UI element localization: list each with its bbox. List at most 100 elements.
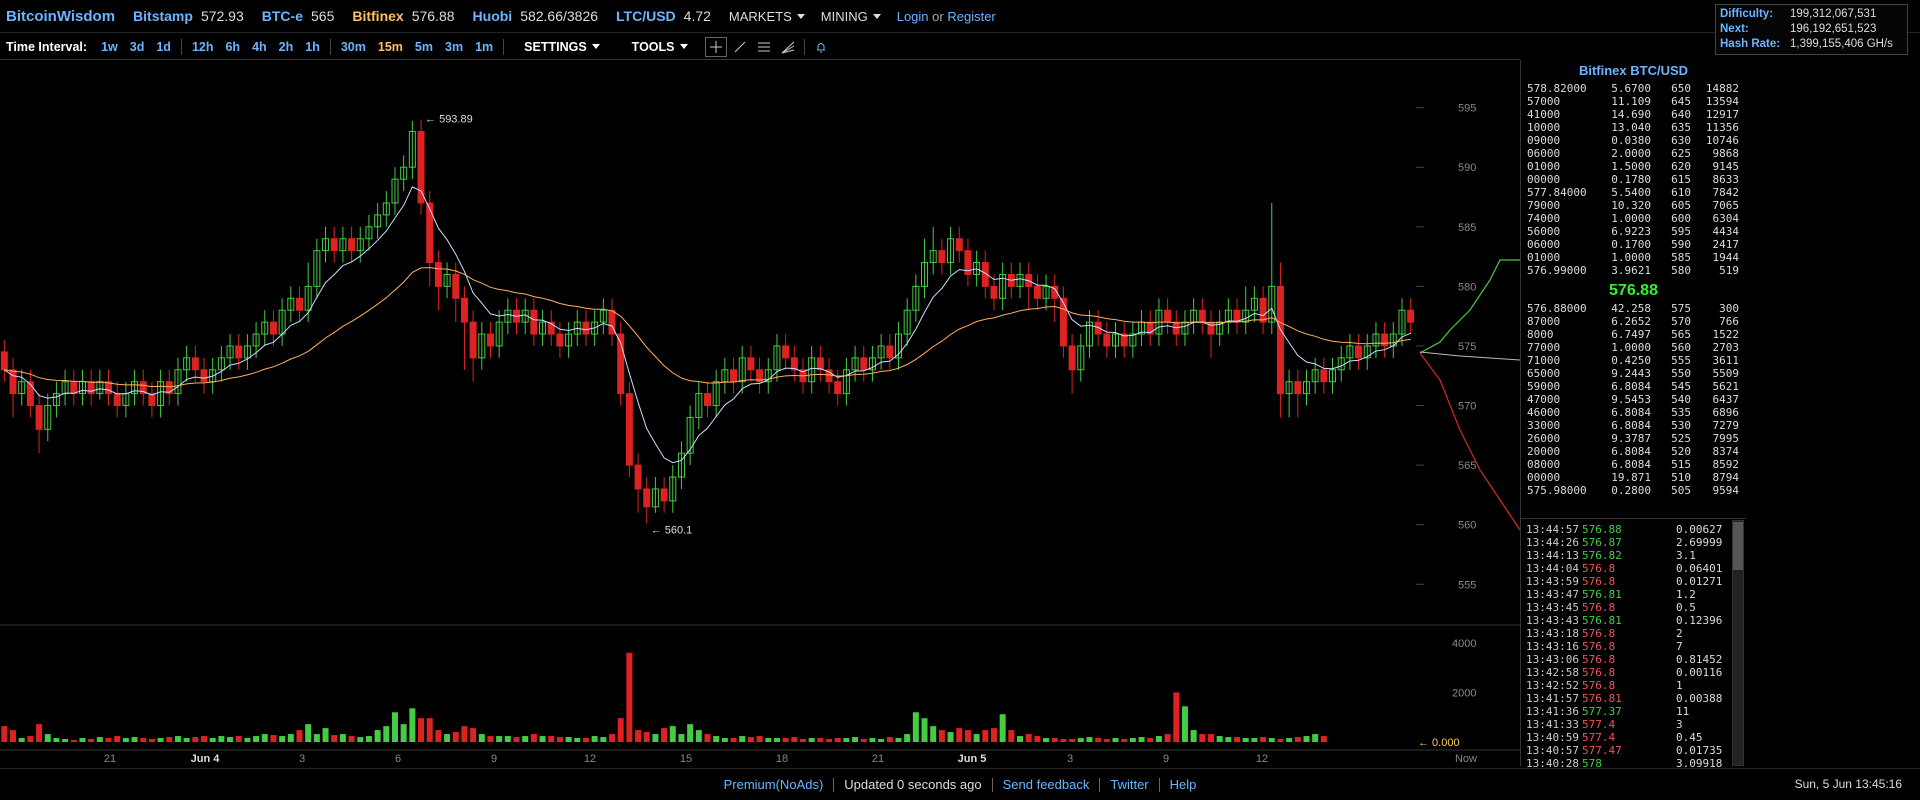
order-price: 575.98000 [1527, 484, 1587, 497]
order-sum: 519 [1719, 264, 1739, 277]
candle-body [131, 381, 139, 395]
order-row[interactable]: 08000 6.8084 515 8592 [1521, 458, 1746, 471]
divider [180, 38, 182, 55]
order-price: 59000 [1527, 380, 1561, 393]
login-link[interactable]: Login [896, 8, 929, 24]
interval-12h[interactable]: 12h [191, 39, 214, 54]
order-row[interactable]: 77000 1.0000 560 2703 [1521, 341, 1746, 354]
feedback-link[interactable]: Send feedback [1002, 777, 1090, 792]
divider [503, 38, 505, 55]
candle-body [217, 357, 225, 371]
markets-menu[interactable]: MARKETS [729, 9, 805, 24]
volume-bar [713, 736, 720, 742]
interval-6h[interactable]: 6h [225, 39, 241, 54]
trades-scrollbar-thumb[interactable] [1733, 522, 1743, 570]
interval-1h[interactable]: 1h [305, 39, 320, 54]
order-row[interactable]: 09000 0.0380 630 10746 [1521, 134, 1746, 147]
volume-bar [296, 730, 303, 742]
fan-icon[interactable] [777, 37, 799, 57]
order-row[interactable]: 26000 9.3787 525 7995 [1521, 432, 1746, 445]
top-bar: BitcoinWisdom Bitstamp 572.93 BTC-e 565 Bitf… [0, 0, 1920, 33]
order-row[interactable]: 87000 6.2652 570 766 [1521, 315, 1746, 328]
order-row[interactable]: 577.84000 5.5400 610 7842 [1521, 186, 1746, 199]
settings-menu[interactable]: SETTINGS [524, 40, 600, 54]
order-row[interactable]: 00000 0.1780 615 8633 [1521, 173, 1746, 186]
order-row[interactable]: 57000 11.109 645 13594 [1521, 95, 1746, 108]
order-level: 635 [1671, 121, 1691, 134]
trades-scrollbar[interactable] [1732, 520, 1744, 766]
ticker-bitstamp[interactable]: Bitstamp 572.93 [133, 8, 244, 24]
volume-bar [956, 728, 963, 742]
register-link[interactable]: Register [947, 8, 996, 24]
line-icon[interactable] [729, 37, 751, 57]
order-row[interactable]: 00000 19.871 510 8794 [1521, 471, 1746, 484]
candle-body [695, 393, 703, 418]
interval-2h[interactable]: 2h [278, 39, 294, 54]
order-amount: 0.2800 [1611, 484, 1651, 497]
order-row[interactable]: 46000 6.8084 535 6896 [1521, 406, 1746, 419]
brand-logo[interactable]: BitcoinWisdom [6, 7, 116, 25]
price-chart[interactable]: 595 590 585 580 575 570 565 560 555 4000 2000 ← 0.0… [0, 60, 1521, 766]
interval-3d[interactable]: 3d [129, 39, 145, 54]
volume-bar [1277, 739, 1284, 742]
order-row[interactable]: 47000 9.5453 540 6437 [1521, 393, 1746, 406]
order-row[interactable]: 8000 6.7497 565 1522 [1521, 328, 1746, 341]
candle-body [18, 381, 26, 395]
mining-menu[interactable]: MINING [821, 9, 881, 24]
horizontal-lines-icon[interactable] [753, 37, 775, 57]
order-row[interactable]: 56000 6.9223 595 4434 [1521, 225, 1746, 238]
interval-15m[interactable]: 15m [377, 39, 403, 54]
interval-1m[interactable]: 1m [475, 39, 494, 54]
help-link[interactable]: Help [1169, 777, 1197, 792]
volume-bar [661, 728, 668, 742]
volume-bar [1242, 738, 1249, 742]
volume-bar [487, 736, 494, 742]
divider [1099, 777, 1101, 792]
order-row[interactable]: 578.82000 5.6700 650 14882 [1521, 82, 1746, 95]
candle-body [938, 250, 946, 264]
candle-body [608, 309, 616, 335]
order-row[interactable]: 74000 1.0000 600 6304 [1521, 212, 1746, 225]
ticker-bitfinex[interactable]: Bitfinex 576.88 [352, 8, 454, 24]
ticker-btce[interactable]: BTC-e 565 [262, 8, 335, 24]
order-row[interactable]: 65000 9.2443 550 5509 [1521, 367, 1746, 380]
order-row[interactable]: 33000 6.8084 530 7279 [1521, 419, 1746, 432]
interval-4h[interactable]: 4h [252, 39, 267, 54]
volume-bar [1147, 738, 1154, 742]
order-price: 09000 [1527, 134, 1561, 147]
ticker-ltcusd[interactable]: LTC/USD 4.72 [616, 8, 711, 24]
candlestick-chart-svg[interactable]: 595 590 585 580 575 570 565 560 555 4000 2000 ← 0.0… [0, 60, 1521, 766]
bell-icon[interactable] [810, 37, 832, 57]
order-row[interactable]: 576.88000 42.258 575 300 [1521, 302, 1746, 315]
volume-bar [470, 728, 477, 742]
volume-bar [209, 738, 216, 742]
interval-3m[interactable]: 3m [445, 39, 464, 54]
volume-bar [1129, 738, 1136, 742]
premium-link[interactable]: Premium(NoAds) [723, 777, 824, 792]
interval-30m[interactable]: 30m [340, 39, 366, 54]
twitter-link[interactable]: Twitter [1110, 777, 1149, 792]
order-row[interactable]: 20000 6.8084 520 8374 [1521, 445, 1746, 458]
crosshair-icon[interactable] [704, 36, 727, 57]
order-row[interactable]: 06000 2.0000 625 9868 [1521, 147, 1746, 160]
candle-body [704, 393, 711, 407]
order-row[interactable]: 01000 1.5000 620 9145 [1521, 160, 1746, 173]
interval-1d[interactable]: 1d [156, 39, 171, 54]
volume-bar [782, 738, 789, 742]
order-row[interactable]: 576.99000 3.9621 580 519 [1521, 264, 1746, 277]
ticker-huobi[interactable]: Huobi 582.66/3826 [473, 8, 599, 24]
trade-amount: 0.00627 [1676, 523, 1723, 536]
order-row[interactable]: 41000 14.690 640 12917 [1521, 108, 1746, 121]
order-row[interactable]: 71000 0.4250 555 3611 [1521, 354, 1746, 367]
order-row[interactable]: 06000 0.1700 590 2417 [1521, 238, 1746, 251]
tools-menu[interactable]: TOOLS [632, 40, 688, 54]
order-row[interactable]: 575.98000 0.2800 505 9594 [1521, 484, 1746, 497]
order-row[interactable]: 79000 10.320 605 7065 [1521, 199, 1746, 212]
order-row[interactable]: 10000 13.040 635 11356 [1521, 121, 1746, 134]
order-row[interactable]: 59000 6.8084 545 5621 [1521, 380, 1746, 393]
interval-5m[interactable]: 5m [414, 39, 433, 54]
interval-1w[interactable]: 1w [101, 39, 118, 54]
order-row[interactable]: 01000 1.0000 585 1944 [1521, 251, 1746, 264]
trade-price: 576.8 [1582, 601, 1616, 614]
candle-body [495, 321, 503, 347]
